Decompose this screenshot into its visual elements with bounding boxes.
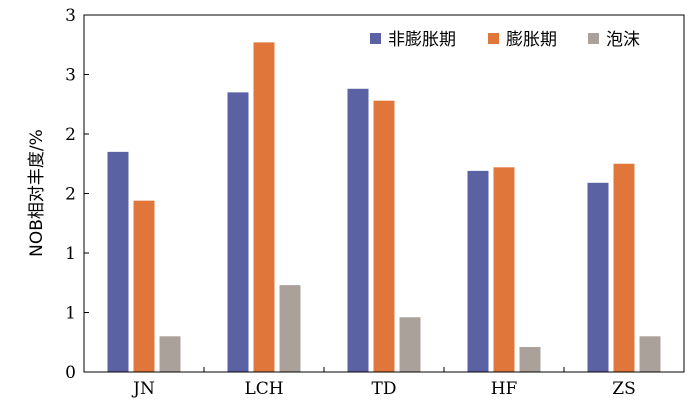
bar-td-2 bbox=[399, 317, 421, 372]
bar-hf-1 bbox=[493, 167, 515, 372]
legend-swatch bbox=[488, 33, 499, 44]
bar-lch-1 bbox=[253, 42, 275, 373]
legend-label: 泡沫 bbox=[606, 30, 640, 50]
bar-lch-0 bbox=[227, 92, 249, 372]
y-tick-label: 3 bbox=[65, 6, 76, 26]
legend-swatch bbox=[588, 33, 599, 44]
y-tick-label: 3 bbox=[65, 66, 76, 86]
y-axis-title: NOB相对丰度/% bbox=[27, 129, 47, 257]
legend-swatch bbox=[370, 33, 381, 44]
bar-hf-2 bbox=[519, 347, 541, 372]
bar-hf-0 bbox=[467, 170, 489, 372]
y-tick-label: 2 bbox=[65, 125, 76, 145]
bar-lch-2 bbox=[279, 285, 301, 372]
bar-td-0 bbox=[347, 88, 369, 372]
y-tick-label: 1 bbox=[65, 244, 76, 264]
bar-zs-2 bbox=[639, 336, 661, 372]
y-tick-label: 0 bbox=[65, 363, 76, 383]
y-tick-label: 2 bbox=[65, 185, 76, 205]
bar-jn-2 bbox=[159, 336, 181, 372]
bar-zs-0 bbox=[587, 182, 609, 372]
axes-layer: 0 1 1 2 2 3 3 JN LCH TD HF ZS bbox=[65, 6, 685, 399]
bars-layer bbox=[107, 42, 661, 373]
x-tick-label: HF bbox=[491, 379, 518, 399]
bar-jn-0 bbox=[107, 151, 129, 372]
legend-label: 非膨胀期 bbox=[388, 30, 456, 50]
x-tick-label: ZS bbox=[612, 379, 635, 399]
x-tick-label: LCH bbox=[244, 379, 283, 399]
bar-td-1 bbox=[373, 100, 395, 373]
legend: 非膨胀期 膨胀期 泡沫 bbox=[370, 30, 640, 50]
bar-zs-1 bbox=[613, 163, 635, 372]
x-tick-label: TD bbox=[372, 379, 397, 399]
bar-jn-1 bbox=[133, 200, 155, 372]
y-tick-label: 1 bbox=[65, 304, 76, 324]
x-tick-label: JN bbox=[131, 379, 155, 399]
legend-label: 膨胀期 bbox=[506, 30, 557, 50]
